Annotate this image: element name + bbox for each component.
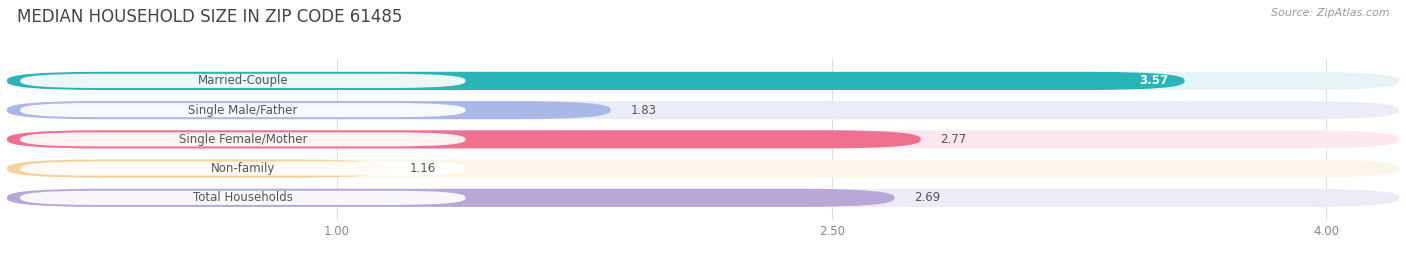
FancyBboxPatch shape [20, 162, 465, 176]
Text: Source: ZipAtlas.com: Source: ZipAtlas.com [1271, 8, 1389, 18]
Text: 1.83: 1.83 [630, 104, 657, 117]
FancyBboxPatch shape [7, 101, 1399, 119]
FancyBboxPatch shape [7, 130, 921, 148]
Text: 1.16: 1.16 [409, 162, 436, 175]
Text: Non-family: Non-family [211, 162, 276, 175]
FancyBboxPatch shape [20, 132, 465, 146]
Text: 2.69: 2.69 [914, 191, 941, 204]
FancyBboxPatch shape [7, 189, 1399, 207]
FancyBboxPatch shape [7, 72, 1399, 90]
FancyBboxPatch shape [20, 191, 465, 205]
Text: Total Households: Total Households [193, 191, 292, 204]
Text: Single Male/Father: Single Male/Father [188, 104, 298, 117]
Text: Single Female/Mother: Single Female/Mother [179, 133, 307, 146]
FancyBboxPatch shape [7, 159, 389, 178]
FancyBboxPatch shape [20, 103, 465, 117]
Text: 2.77: 2.77 [941, 133, 967, 146]
FancyBboxPatch shape [7, 101, 610, 119]
FancyBboxPatch shape [20, 74, 465, 88]
FancyBboxPatch shape [7, 130, 1399, 148]
FancyBboxPatch shape [7, 189, 894, 207]
Text: 3.57: 3.57 [1139, 75, 1168, 87]
FancyBboxPatch shape [7, 159, 1399, 178]
FancyBboxPatch shape [7, 72, 1185, 90]
Text: Married-Couple: Married-Couple [198, 75, 288, 87]
Text: MEDIAN HOUSEHOLD SIZE IN ZIP CODE 61485: MEDIAN HOUSEHOLD SIZE IN ZIP CODE 61485 [17, 8, 402, 26]
